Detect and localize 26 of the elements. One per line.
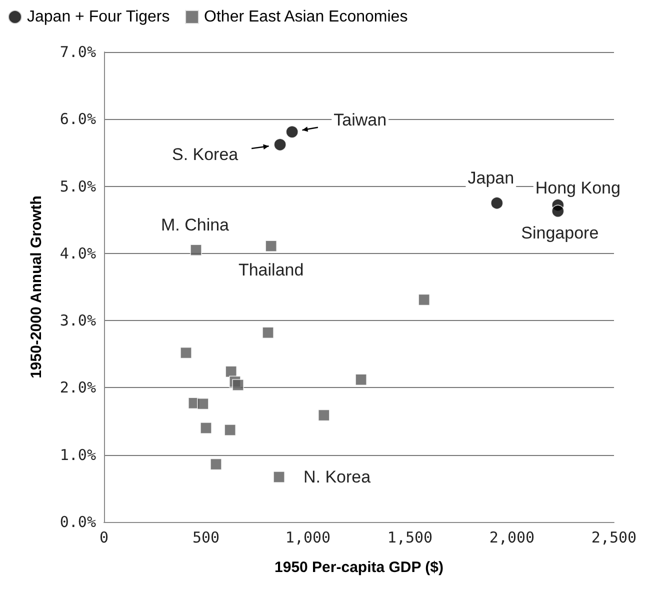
annotation: Hong Kong bbox=[535, 178, 620, 198]
x-tick-label: 2,000 bbox=[489, 528, 535, 546]
legend-label: Other East Asian Economies bbox=[204, 8, 408, 26]
y-tick-label: 6.0% bbox=[60, 110, 96, 128]
annotation: N. Korea bbox=[303, 468, 372, 487]
y-axis-title: 1950-2000 Annual Growth bbox=[28, 196, 45, 378]
annotation: S. Korea bbox=[172, 145, 239, 164]
x-tick-label: 1,500 bbox=[387, 528, 433, 546]
y-tick-label: 5.0% bbox=[60, 177, 96, 196]
annotation: M. China bbox=[160, 216, 230, 235]
legend-label: Japan + Four Tigers bbox=[27, 8, 170, 26]
y-tick-label: 1.0% bbox=[60, 446, 96, 464]
y-tick-label: 4.0% bbox=[60, 244, 96, 262]
annotation: Thailand bbox=[238, 260, 304, 280]
y-tick-label: 0.0% bbox=[60, 513, 96, 531]
x-tick-label: 1,000 bbox=[285, 528, 331, 546]
annotation: Japan bbox=[468, 168, 514, 188]
annotation: Taiwan bbox=[334, 110, 387, 130]
x-tick-label: 2,500 bbox=[591, 528, 637, 546]
y-tick-label: 3.0% bbox=[60, 312, 96, 330]
annotation: Singapore bbox=[521, 224, 599, 243]
y-tick-label: 2.0% bbox=[60, 378, 96, 397]
x-tick-label: 500 bbox=[192, 528, 220, 546]
x-tick-label: 0 bbox=[99, 528, 109, 546]
x-axis-title: 1950 Per-capita GDP ($) bbox=[274, 559, 444, 576]
y-tick-label: 7.0% bbox=[60, 43, 96, 61]
